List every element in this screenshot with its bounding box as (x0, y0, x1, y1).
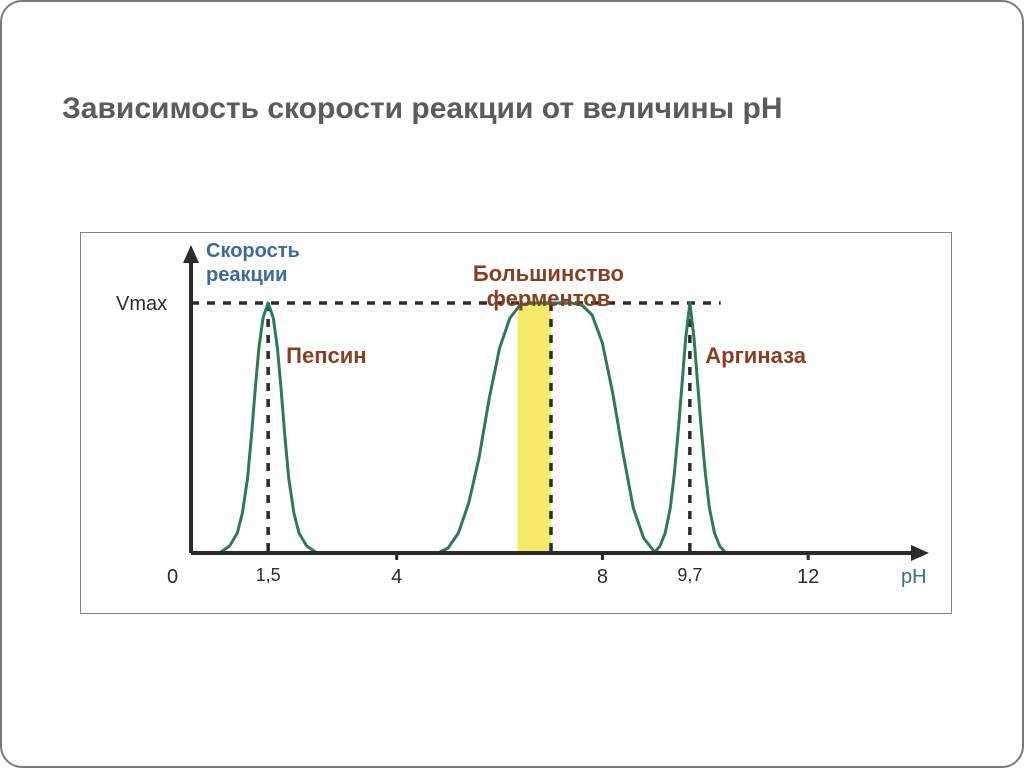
y-axis-label-2: реакции (206, 264, 287, 286)
vmax-label: Vmax (116, 293, 167, 315)
slide-title: Зависимость скорости реакции от величины… (62, 90, 912, 128)
label-arginase: Аргиназа (705, 343, 806, 368)
origin-label: 0 (167, 566, 178, 588)
ph-chart: 4 8 12 1,5 9,7 0 Vmax Скоростьреакции рН Пепсин Бо… (81, 233, 951, 613)
x-tick-minor-label: 9,7 (677, 565, 702, 585)
y-axis-arrow (183, 245, 199, 263)
x-tick-label: 12 (797, 566, 819, 588)
x-tick-label: 8 (597, 566, 608, 588)
highlight-band (518, 303, 551, 553)
x-axis-label: рН (901, 566, 927, 588)
y-axis-label-1: Скорость (206, 240, 300, 262)
label-majority-1: Большинство (473, 261, 624, 286)
x-tick-label: 4 (391, 566, 402, 588)
label-pepsin: Пепсин (286, 343, 366, 368)
x-axis-arrow (911, 545, 929, 561)
chart-container: 4 8 12 1,5 9,7 0 Vmax Скоростьреакции рН Пепсин Бо… (80, 232, 952, 614)
label-majority-2: ферментов (487, 286, 611, 311)
x-tick-minor-label: 1,5 (256, 565, 281, 585)
